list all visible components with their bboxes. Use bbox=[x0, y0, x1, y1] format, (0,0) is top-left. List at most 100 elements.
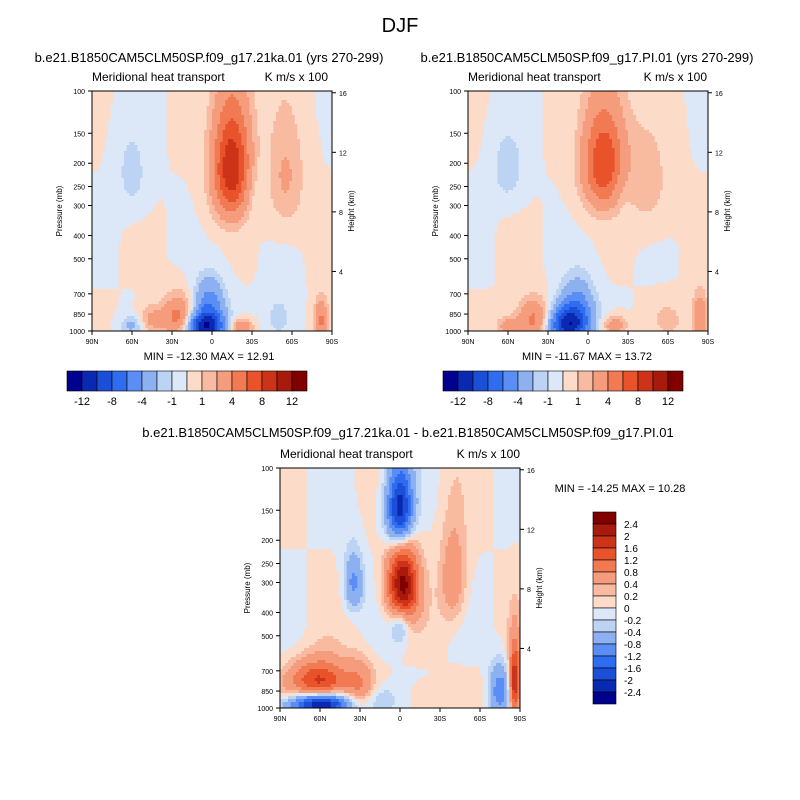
contour-cell bbox=[276, 109, 279, 112]
contour-cell bbox=[289, 112, 292, 115]
contour-cell bbox=[271, 109, 274, 112]
contour-cell bbox=[207, 142, 210, 145]
contour-cell bbox=[268, 97, 271, 100]
contour-cell bbox=[257, 154, 260, 157]
contour-cell bbox=[225, 91, 228, 94]
contour-cell bbox=[287, 118, 290, 121]
contour-cell bbox=[300, 142, 303, 145]
contour-cell bbox=[249, 91, 252, 94]
contour-cell bbox=[188, 112, 191, 115]
contour-cell bbox=[199, 94, 202, 97]
contour-cell bbox=[167, 121, 170, 124]
contour-cell bbox=[111, 127, 114, 130]
contour-cell bbox=[204, 109, 207, 112]
contour-cell bbox=[228, 148, 231, 151]
contour-cell bbox=[124, 133, 127, 136]
contour-cell bbox=[201, 100, 204, 103]
contour-cell bbox=[161, 100, 164, 103]
contour-cell bbox=[119, 139, 122, 142]
contour-cell bbox=[228, 103, 231, 106]
contour-cell bbox=[276, 145, 279, 148]
contour-cell bbox=[111, 115, 114, 118]
contour-cell bbox=[156, 94, 159, 97]
contour-cell bbox=[185, 124, 188, 127]
contour-cell bbox=[199, 127, 202, 130]
contour-cell bbox=[289, 100, 292, 103]
contour-cell bbox=[167, 133, 170, 136]
contour-cell bbox=[164, 154, 167, 157]
contour-cell bbox=[169, 151, 172, 154]
contour-cell bbox=[172, 133, 175, 136]
contour-cell bbox=[175, 100, 178, 103]
contour-cell bbox=[271, 97, 274, 100]
contour-cell bbox=[100, 94, 103, 97]
contour-cell bbox=[188, 109, 191, 112]
contour-cell bbox=[127, 97, 130, 100]
contour-cell bbox=[247, 148, 250, 151]
contour-cell bbox=[209, 97, 212, 100]
contour-cell bbox=[255, 145, 258, 148]
contour-cell bbox=[156, 118, 159, 121]
contour-cell bbox=[175, 154, 178, 157]
contour-cell bbox=[273, 130, 276, 133]
contour-cell bbox=[265, 136, 268, 139]
contour-cell bbox=[279, 136, 282, 139]
contour-cell bbox=[148, 118, 151, 121]
contour-cell bbox=[153, 127, 156, 130]
contour-cell bbox=[167, 148, 170, 151]
contour-cell bbox=[185, 118, 188, 121]
contour-cell bbox=[265, 109, 268, 112]
contour-cell bbox=[284, 148, 287, 151]
contour-cell bbox=[116, 142, 119, 145]
contour-cell bbox=[193, 130, 196, 133]
contour-cell bbox=[265, 133, 268, 136]
contour-cell bbox=[239, 91, 242, 94]
contour-cell bbox=[279, 127, 282, 130]
contour-cell bbox=[121, 130, 124, 133]
contour-cell bbox=[276, 115, 279, 118]
contour-cell bbox=[185, 148, 188, 151]
contour-cell bbox=[95, 139, 98, 142]
contour-cell bbox=[188, 106, 191, 109]
contour-cell bbox=[257, 118, 260, 121]
contour-cell bbox=[100, 91, 103, 94]
contour-cell bbox=[124, 97, 127, 100]
contour-cell bbox=[271, 151, 274, 154]
contour-cell bbox=[284, 100, 287, 103]
contour-cell bbox=[196, 97, 199, 100]
contour-cell bbox=[193, 133, 196, 136]
contour-cell bbox=[188, 151, 191, 154]
contour-cell bbox=[108, 145, 111, 148]
contour-cell bbox=[113, 103, 116, 106]
contour-cell bbox=[247, 154, 250, 157]
contour-cell bbox=[119, 151, 122, 154]
contour-cell bbox=[311, 94, 314, 97]
contour-cell bbox=[247, 112, 250, 115]
contour-cell bbox=[196, 109, 199, 112]
contour-cell bbox=[111, 148, 114, 151]
contour-cell bbox=[319, 139, 322, 142]
contour-cell bbox=[287, 151, 290, 154]
contour-cell bbox=[252, 103, 255, 106]
contour-cell bbox=[137, 106, 140, 109]
contour-cell bbox=[252, 154, 255, 157]
contour-cell bbox=[105, 91, 108, 94]
contour-cell bbox=[175, 136, 178, 139]
contour-cell bbox=[215, 130, 218, 133]
contour-cell bbox=[305, 139, 308, 142]
contour-cell bbox=[193, 100, 196, 103]
contour-cell bbox=[119, 103, 122, 106]
contour-cell bbox=[233, 136, 236, 139]
contour-cell bbox=[153, 100, 156, 103]
contour-cell bbox=[228, 100, 231, 103]
contour-cell bbox=[175, 145, 178, 148]
contour-cell bbox=[311, 154, 314, 157]
contour-cell bbox=[207, 103, 210, 106]
contour-cell bbox=[316, 103, 319, 106]
contour-cell bbox=[105, 118, 108, 121]
contour-cell bbox=[276, 121, 279, 124]
contour-cell bbox=[244, 136, 247, 139]
contour-cell bbox=[260, 121, 263, 124]
contour-cell bbox=[103, 148, 106, 151]
contour-cell bbox=[161, 136, 164, 139]
